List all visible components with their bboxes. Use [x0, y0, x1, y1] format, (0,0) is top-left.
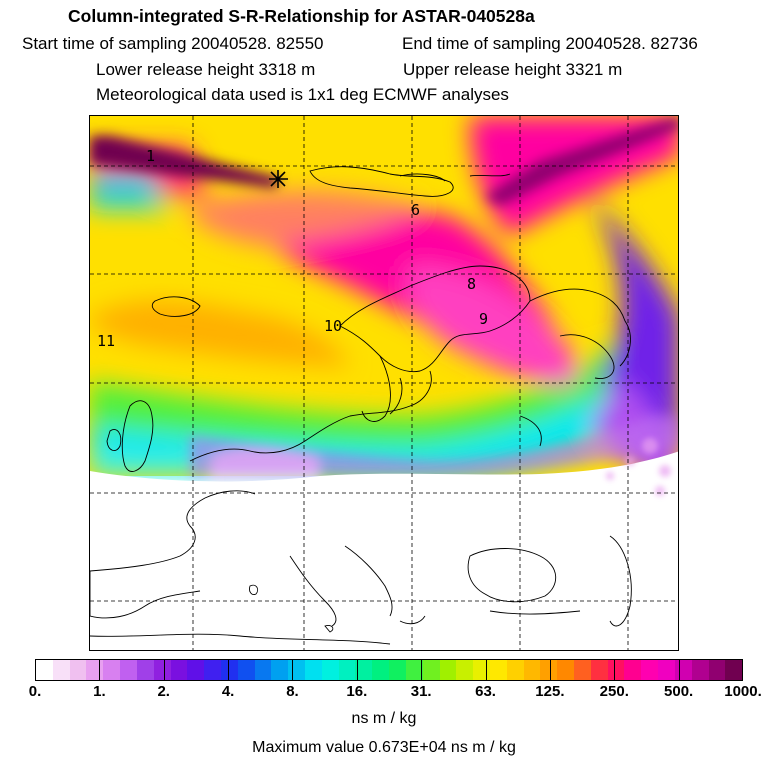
- colorbar-divider: [614, 660, 616, 680]
- colorbar-swatch: [355, 660, 373, 680]
- colorbar-swatch: [136, 660, 154, 680]
- colorbar-swatch: [590, 660, 608, 680]
- colorbar-swatch: [725, 660, 743, 680]
- colorbar-tick-label: 125.: [535, 683, 565, 700]
- map-panel: 1 11 10 9 8 6: [89, 115, 679, 651]
- coastlines: [90, 166, 632, 645]
- colorbar-swatch: [422, 660, 440, 680]
- contour-label: 1: [146, 147, 155, 165]
- max-value-label: Maximum value 0.673E+04 ns m / kg: [252, 739, 516, 756]
- colorbar-swatch: [389, 660, 406, 680]
- start-time-label: Start time of sampling 20040528. 82550: [22, 34, 324, 53]
- colorbar-divider: [421, 660, 423, 680]
- colorbar-tick-label: 31.: [410, 683, 432, 700]
- colorbar-swatch: [254, 660, 272, 680]
- colorbar-swatch: [120, 660, 137, 680]
- colorbar-swatch: [86, 660, 104, 680]
- met-data-label: Meteorological data used is 1x1 deg ECMW…: [96, 85, 509, 104]
- plot-title: Column-integrated S-R-Relationship for A…: [68, 6, 535, 26]
- colorbar-swatch: [456, 660, 474, 680]
- colorbar-swatch: [36, 660, 53, 680]
- colorbar-tick-label: 2.: [157, 683, 170, 700]
- contour-label: 6: [411, 201, 420, 219]
- colorbar-swatch: [103, 660, 121, 680]
- colorbar-divider: [549, 660, 551, 680]
- colorbar-swatch: [69, 660, 87, 680]
- colorbar-swatch: [506, 660, 524, 680]
- colorbar-divider: [678, 660, 680, 680]
- colorbar-tick-label: 8.: [286, 683, 299, 700]
- colorbar-swatch: [338, 660, 356, 680]
- colorbar-swatch: [473, 660, 490, 680]
- colorbar-swatch: [321, 660, 339, 680]
- lower-release-label: Lower release height 3318 m: [96, 60, 316, 79]
- colorbar-divider: [485, 660, 487, 680]
- colorbar-swatch: [288, 660, 305, 680]
- contour-label: 9: [479, 310, 488, 328]
- colorbar-swatch: [658, 660, 675, 680]
- colorbar-swatch: [372, 660, 390, 680]
- upper-release-label: Upper release height 3321 m: [403, 60, 623, 79]
- colorbar-swatch: [489, 660, 507, 680]
- colorbar-swatch: [220, 660, 238, 680]
- colorbar-swatch: [624, 660, 642, 680]
- colorbar-swatch: [674, 660, 692, 680]
- colorbar-tick-label: 500.: [664, 683, 694, 700]
- contour-label: 11: [97, 332, 115, 350]
- contour-label: 10: [324, 317, 342, 335]
- colorbar-tick-label: 63.: [475, 683, 496, 700]
- colorbar-swatch: [439, 660, 457, 680]
- colorbar-tick-label: 4.: [221, 683, 235, 700]
- star-marker-icon: [269, 170, 288, 188]
- map-image: 1 11 10 9 8 6: [90, 116, 678, 650]
- end-time-label: End time of sampling 20040528. 82736: [402, 34, 698, 53]
- colorbar-units: ns m / kg: [351, 710, 417, 727]
- colorbar-swatch: [691, 660, 709, 680]
- colorbar-swatch: [305, 660, 322, 680]
- colorbar-swatch: [540, 660, 558, 680]
- colorbar-swatch: [641, 660, 659, 680]
- colorbar-swatch: [153, 660, 171, 680]
- colorbar-swatch: [557, 660, 574, 680]
- colorbar: [35, 659, 743, 681]
- sensitivity-field: [90, 116, 678, 650]
- colorbar-divider: [163, 660, 165, 680]
- colorbar-swatch: [607, 660, 625, 680]
- colorbar-swatch: [237, 660, 255, 680]
- colorbar-tick-label: 16.: [346, 683, 368, 700]
- colorbar-swatch: [187, 660, 205, 680]
- graticule: [90, 116, 678, 650]
- colorbar-tick-label: 250.: [599, 683, 629, 700]
- colorbar-tick-label: 1000.: [724, 683, 762, 700]
- colorbar-tick-label: 1.: [93, 683, 106, 700]
- colorbar-swatch: [170, 660, 188, 680]
- colorbar-swatch: [708, 660, 726, 680]
- colorbar-divider: [99, 660, 101, 680]
- colorbar-swatch: [405, 660, 423, 680]
- colorbar-divider: [228, 660, 230, 680]
- contour-label: 8: [467, 275, 476, 293]
- colorbar-swatch: [574, 660, 591, 680]
- colorbar-swatch: [52, 660, 70, 680]
- colorbar-divider: [292, 660, 294, 680]
- colorbar-swatch: [204, 660, 221, 680]
- colorbar-divider: [356, 660, 358, 680]
- colorbar-swatch: [271, 660, 289, 680]
- colorbar-tick-label: 0.: [28, 683, 42, 700]
- colorbar-swatch: [523, 660, 541, 680]
